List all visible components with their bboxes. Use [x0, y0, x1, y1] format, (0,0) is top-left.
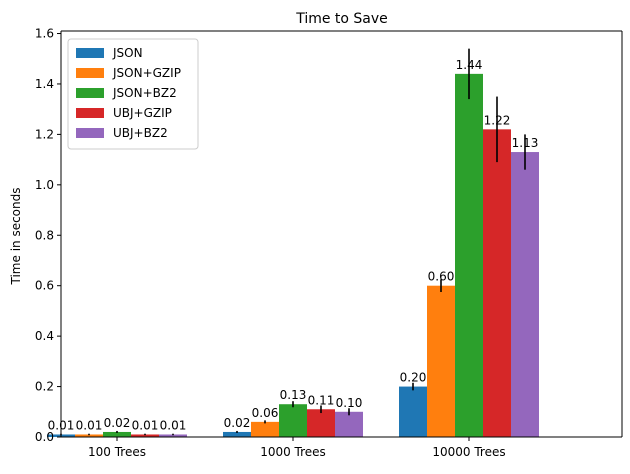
legend-swatch — [76, 68, 104, 78]
legend-label: UBJ+BZ2 — [113, 126, 168, 140]
y-tick-label: 0.0 — [35, 430, 54, 444]
data-label: 0.02 — [224, 416, 251, 430]
legend-swatch — [76, 48, 104, 58]
bar-ubj-bz2-0 — [159, 434, 187, 437]
y-tick-label: 0.8 — [35, 228, 54, 242]
x-tick-label: 10000 Trees — [432, 445, 505, 459]
y-tick-label: 1.0 — [35, 178, 54, 192]
plot-area: 0.01 0.020.200.010.060.600.020.131.440.01… — [35, 27, 623, 459]
bar-ubj-gzip-2 — [483, 129, 511, 437]
data-label: 0.01 — [160, 418, 187, 432]
legend-swatch — [76, 128, 104, 138]
legend-label: JSON — [112, 46, 143, 60]
legend-swatch — [76, 108, 104, 118]
legend-label: JSON+BZ2 — [112, 86, 177, 100]
data-label: 1.13 — [512, 136, 539, 150]
y-tick-label: 0.6 — [35, 279, 54, 293]
data-label: 0.11 — [308, 393, 335, 407]
y-tick-label: 0.2 — [35, 380, 54, 394]
bar-ubj-gzip-0 — [131, 434, 159, 437]
bar-json-1 — [223, 431, 251, 437]
data-label: 1.22 — [484, 113, 511, 127]
legend: JSON JSON+GZIP JSON+BZ2 UBJ+GZIP UBJ+BZ2 — [67, 38, 199, 150]
bar-json-bz2-0 — [103, 431, 131, 437]
legend-swatch — [76, 88, 104, 98]
data-label: 0.13 — [280, 388, 307, 402]
y-tick-label: 1.4 — [35, 77, 54, 91]
chart-title: Time to Save — [295, 11, 388, 27]
data-label: 0.02 — [104, 416, 131, 430]
data-label: 0.10 — [336, 396, 363, 410]
data-label: 1.44 — [456, 58, 483, 72]
legend-box — [67, 38, 199, 150]
data-label: 0.01 — [76, 418, 103, 432]
data-label: 0.01 — [132, 418, 159, 432]
bar-json-2 — [399, 386, 427, 437]
bar-ubj-bz2-1 — [335, 411, 363, 437]
bar-json-gzip-1 — [251, 421, 279, 437]
y-tick-label: 1.2 — [35, 127, 54, 141]
x-tick-label: 100 Trees — [88, 445, 146, 459]
bar-json-bz2-1 — [279, 404, 307, 437]
data-label: 0.06 — [252, 406, 279, 420]
y-axis-label: Time in seconds — [9, 188, 23, 286]
x-tick-label: 1000 Trees — [260, 445, 326, 459]
data-label: 0.60 — [428, 270, 455, 284]
legend-label: UBJ+GZIP — [113, 106, 172, 120]
bar-json-bz2-2 — [455, 73, 483, 437]
data-label: 0.20 — [400, 371, 427, 385]
bar-ubj-gzip-1 — [307, 409, 335, 437]
bar-json-gzip-0 — [75, 434, 103, 437]
y-tick-label: 0.4 — [35, 329, 54, 343]
legend-label: JSON+GZIP — [112, 66, 181, 80]
bar-ubj-bz2-2 — [511, 152, 539, 438]
y-tick-label: 1.6 — [35, 27, 54, 41]
bar-json-gzip-2 — [427, 285, 455, 437]
